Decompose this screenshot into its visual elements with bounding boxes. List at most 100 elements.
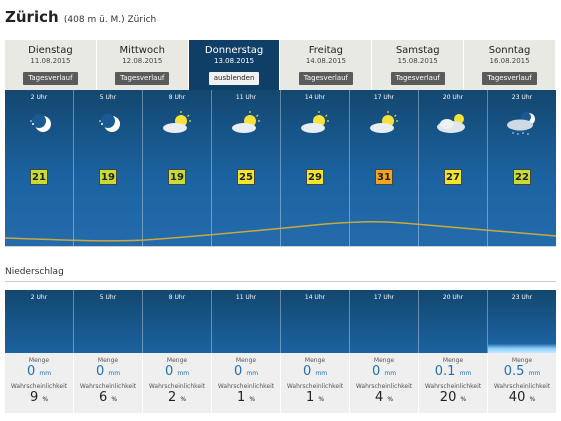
precip-amount: 0 mm [233, 364, 259, 379]
probability-label: Wahrscheinlichkeit [355, 383, 413, 390]
temperature-badge: 27 [444, 169, 462, 185]
temperature-curve [5, 221, 556, 242]
amount-label: Menge [511, 357, 533, 364]
hour-label: 11 Uhr [235, 294, 257, 301]
hour-label: 8 Uhr [168, 294, 186, 301]
hour-label: 23 Uhr [511, 294, 533, 301]
day-date: 11.08.2015 [30, 57, 71, 65]
precip-value-cell: Menge 0 mm Wahrscheinlichkeit 4 % [350, 353, 419, 413]
day-tab-1[interactable]: Mittwoch 12.08.2015 Tagesverlauf [96, 40, 189, 90]
precip-value-cell: Menge 0 mm Wahrscheinlichkeit 9 % [5, 353, 74, 413]
day-name: Sonntag [488, 45, 531, 56]
moon-partly-cloudy-icon [30, 114, 51, 132]
day-tab-5[interactable]: Sonntag 16.08.2015 Tagesverlauf [464, 40, 556, 90]
precip-hour-column: 5 Uhr [74, 290, 143, 353]
temperature-badge: 22 [513, 169, 531, 185]
amount-label: Menge [442, 357, 464, 364]
hour-label: 11 Uhr [235, 94, 257, 101]
precip-probability: 9 % [29, 390, 49, 405]
probability-label: Wahrscheinlichkeit [148, 383, 206, 390]
precip-value-cell: Menge 0.5 mm Wahrscheinlichkeit 40 % [488, 353, 556, 413]
hour-column: 14 Uhr 29 [281, 90, 350, 246]
moon-cloud-rain-icon [507, 112, 535, 135]
hour-label: 14 Uhr [304, 294, 326, 301]
hour-label: 17 Uhr [373, 94, 395, 101]
probability-label: Wahrscheinlichkeit [10, 383, 68, 390]
temperature-badge: 19 [168, 169, 186, 185]
hour-label: 20 Uhr [442, 94, 464, 101]
precip-probability: 40 % [508, 390, 536, 405]
precip-value-cell: Menge 0 mm Wahrscheinlichkeit 1 % [281, 353, 350, 413]
tagesverlauf-button[interactable]: Tagesverlauf [23, 72, 78, 85]
moon-partly-cloudy-icon [99, 114, 120, 132]
temperature-badge: 29 [306, 169, 324, 185]
precip-probability: 6 % [98, 390, 118, 405]
probability-label: Wahrscheinlichkeit [493, 383, 551, 390]
day-date: 14.08.2015 [305, 57, 346, 65]
precipitation-values: Menge 0 mm Wahrscheinlichkeit 9 % Menge … [5, 353, 556, 413]
sun-cloud-icon [163, 111, 191, 133]
hour-label: 5 Uhr [99, 94, 117, 101]
tagesverlauf-button[interactable]: Tagesverlauf [482, 72, 537, 85]
day-tab-0[interactable]: Dienstag 11.08.2015 Tagesverlauf [5, 40, 97, 90]
precip-amount: 0 mm [164, 364, 190, 379]
precip-probability: 20 % [439, 390, 467, 405]
amount-label: Menge [373, 357, 395, 364]
hour-column: 23 Uhr 22 [488, 90, 556, 246]
precip-value-cell: Menge 0.1 mm Wahrscheinlichkeit 20 % [419, 353, 488, 413]
precipitation-panel: 2 Uhr 5 Uhr 8 Uhr 11 Uhr 14 Uhr 17 Uhr 2… [5, 290, 556, 353]
day-date: 16.08.2015 [489, 57, 530, 65]
hourly-forecast-panel: 2 Uhr 21 5 Uhr 19 8 Uhr [5, 90, 556, 247]
precip-hour-column: 8 Uhr [143, 290, 212, 353]
day-tab-2[interactable]: Donnerstag 13.08.2015 ausblenden [188, 40, 281, 90]
tagesverlauf-button[interactable]: Tagesverlauf [390, 72, 445, 85]
amount-label: Menge [166, 357, 188, 364]
hour-label: 14 Uhr [304, 94, 326, 101]
probability-label: Wahrscheinlichkeit [217, 383, 275, 390]
precip-hour-column: 17 Uhr [350, 290, 419, 353]
hour-column: 2 Uhr 21 [5, 90, 74, 246]
tagesverlauf-button[interactable]: Tagesverlauf [298, 72, 354, 85]
hour-label: 2 Uhr [30, 94, 48, 101]
precip-amount: 0 mm [95, 364, 121, 379]
day-date: 13.08.2015 [214, 57, 255, 65]
hour-label: 17 Uhr [373, 294, 395, 301]
hour-label: 8 Uhr [168, 94, 186, 101]
precip-value-cell: Menge 0 mm Wahrscheinlichkeit 2 % [143, 353, 212, 413]
temperature-badge: 21 [30, 169, 48, 185]
ausblenden-button[interactable]: ausblenden [208, 72, 260, 85]
amount-label: Menge [97, 357, 119, 364]
day-tab-3[interactable]: Freitag 14.08.2015 Tagesverlauf [280, 40, 373, 90]
hour-column: 8 Uhr 19 [143, 90, 212, 246]
page-title: Zürich (408 m ü. M.) Zürich [5, 8, 156, 26]
hour-column: 20 Uhr 27 [419, 90, 488, 246]
day-name: Mittwoch [119, 45, 165, 56]
amount-label: Menge [304, 357, 326, 364]
probability-label: Wahrscheinlichkeit [79, 383, 137, 390]
probability-label: Wahrscheinlichkeit [424, 383, 482, 390]
hour-label: 2 Uhr [30, 294, 48, 301]
precip-amount: 0 mm [26, 364, 52, 379]
day-name: Donnerstag [204, 45, 264, 56]
precip-amount: 0 mm [302, 364, 328, 379]
precip-hour-column: 20 Uhr [419, 290, 488, 353]
precip-probability: 4 % [374, 390, 394, 405]
day-name: Dienstag [28, 45, 73, 56]
day-date: 12.08.2015 [122, 57, 163, 65]
precip-probability: 2 % [167, 390, 187, 405]
hour-column: 11 Uhr 25 [212, 90, 281, 246]
temperature-badge: 31 [375, 169, 393, 185]
day-name: Samstag [395, 45, 440, 56]
sun-cloud-icon [301, 111, 329, 133]
day-name: Freitag [308, 45, 344, 56]
precip-amount: 0.5 mm [503, 364, 541, 379]
probability-label: Wahrscheinlichkeit [286, 383, 344, 390]
precipitation-section-title: Niederschlag [5, 267, 64, 277]
hour-column: 5 Uhr 19 [74, 90, 143, 246]
amount-label: Menge [235, 357, 257, 364]
location-subtitle: (408 m ü. M.) Zürich [63, 15, 157, 25]
tagesverlauf-button[interactable]: Tagesverlauf [115, 72, 170, 85]
day-tab-4[interactable]: Samstag 15.08.2015 Tagesverlauf [372, 40, 465, 90]
hour-label: 20 Uhr [442, 294, 464, 301]
